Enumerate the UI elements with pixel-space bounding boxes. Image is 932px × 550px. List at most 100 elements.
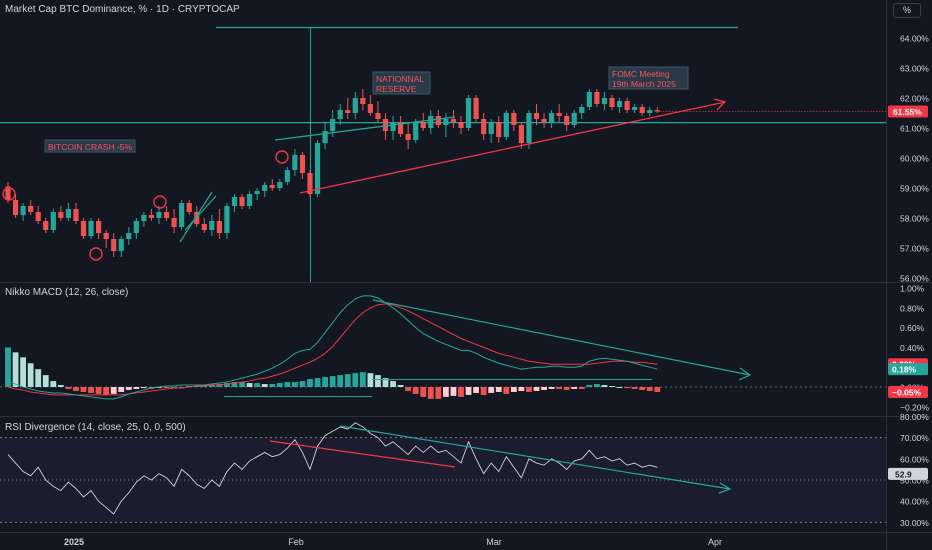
candle-body	[382, 119, 389, 131]
rsi-trend-line	[339, 425, 731, 490]
x-tick-label: Mar	[486, 537, 502, 547]
macd-tick-label: 0.60%	[900, 323, 925, 333]
candle-body	[556, 113, 562, 116]
candle-body	[367, 104, 373, 113]
candle-body	[496, 122, 502, 137]
macd-histogram-bar	[133, 387, 140, 389]
rsi-tick-label: 30.00%	[900, 518, 929, 528]
macd-histogram-bar	[609, 386, 615, 388]
candle-body	[488, 122, 494, 134]
candle-body	[133, 221, 139, 233]
candle-body	[262, 185, 268, 191]
macd-histogram-bar	[284, 382, 291, 387]
candle-body	[601, 98, 608, 104]
candle-body	[141, 215, 147, 221]
macd-histogram-bar	[12, 352, 19, 387]
macd-histogram-bar	[239, 382, 245, 387]
macd-histogram-bar	[118, 387, 125, 392]
percent-scale-button[interactable]: %	[893, 3, 921, 18]
candle-body	[413, 122, 419, 140]
macd-histogram-bar	[299, 381, 306, 387]
macd-histogram-bar	[261, 384, 268, 387]
rsi-tick-label: 60.00%	[900, 454, 929, 464]
price-tick-label: 59.00%	[900, 184, 929, 194]
macd-histogram-bar	[405, 387, 412, 391]
trendline-arrowhead	[713, 98, 727, 111]
macd-histogram-bar	[80, 387, 87, 392]
candle-body	[511, 113, 517, 125]
rsi-arrowhead	[718, 482, 732, 494]
candle-body	[35, 212, 41, 221]
macd-histogram-bar	[307, 379, 313, 387]
candle-body	[632, 107, 638, 110]
macd-histogram-bar	[382, 378, 389, 387]
channel-trendline	[274, 116, 456, 141]
macd-histogram-bar	[443, 387, 449, 397]
price-tick-label: 62.00%	[900, 94, 929, 104]
rsi-band	[0, 437, 886, 523]
candle-body	[586, 92, 592, 107]
macd-histogram-bar	[88, 387, 94, 393]
current-price-badge	[888, 105, 928, 118]
rsi-tick-label: 70.00%	[900, 433, 929, 443]
macd-histogram-bar	[435, 387, 442, 399]
candle-body	[450, 119, 457, 122]
macd-histogram-bar	[20, 357, 26, 387]
macd-histogram-bar	[601, 385, 608, 387]
rising-trendline	[299, 101, 726, 194]
candle-body	[533, 113, 540, 119]
pattern-line	[179, 191, 213, 243]
price-tick-label: 61.00%	[900, 124, 929, 134]
rsi-title: RSI Divergence (14, close, 25, 0, 0, 500…	[5, 422, 186, 433]
macd-histogram-bar	[246, 383, 253, 387]
macd-value-label: −0.05%	[892, 387, 922, 397]
macd-histogram-bar	[292, 382, 298, 387]
price-tick-label: 57.00%	[900, 244, 929, 254]
macd-histogram-bar	[269, 384, 276, 387]
macd-histogram-bar	[390, 381, 396, 387]
macd-histogram-bar	[571, 387, 578, 389]
candle-body	[609, 98, 615, 107]
macd-histogram-bar	[329, 376, 336, 387]
macd-histogram-bar	[631, 387, 638, 389]
x-tick-label: Apr	[708, 537, 722, 547]
rsi-line	[7, 422, 658, 515]
macd-histogram-bar	[344, 374, 351, 387]
rsi-tick-label: 80.00%	[900, 412, 929, 422]
candle-body	[541, 119, 547, 122]
macd-histogram-bar	[480, 387, 487, 395]
macd-histogram-bar	[27, 363, 34, 387]
candle-body	[352, 98, 358, 113]
macd-histogram-bar	[616, 387, 623, 388]
candle-body	[465, 98, 472, 128]
macd-histogram-bar	[103, 387, 110, 395]
macd-histogram-bar	[639, 387, 646, 390]
candle-body	[360, 98, 366, 104]
price-tick-label: 56.00%	[900, 274, 929, 284]
candle-body	[405, 134, 411, 140]
pattern-line	[184, 195, 217, 231]
candle-body	[103, 233, 109, 239]
candle-body	[156, 212, 162, 218]
candle-body	[292, 155, 298, 170]
rsi-value-label: 52.9	[895, 469, 912, 479]
national-reserve-annotation-text: RESERVE	[376, 84, 417, 94]
candle-body	[247, 194, 253, 206]
candle-body	[526, 113, 532, 143]
candle-body	[12, 200, 19, 215]
fomc-meeting-annotation-text: 19th March 2025	[612, 79, 676, 89]
macd-histogram-bar	[254, 383, 261, 387]
macd-histogram-bar	[473, 387, 479, 393]
candle-body	[254, 191, 260, 194]
macd-histogram-bar	[224, 383, 230, 387]
candle-body	[420, 122, 426, 128]
macd-histogram-bar	[359, 372, 366, 387]
rsi-divergence-line	[269, 440, 456, 468]
macd-histogram-bar	[412, 387, 419, 394]
national-reserve-annotation-text: NATIONNAL	[376, 74, 424, 84]
candle-body	[80, 221, 87, 236]
macd-histogram-bar	[427, 387, 434, 399]
candle-body	[231, 197, 238, 206]
macd-histogram-bar	[548, 387, 555, 389]
bitcoin-crash-annotation-box	[44, 139, 136, 153]
